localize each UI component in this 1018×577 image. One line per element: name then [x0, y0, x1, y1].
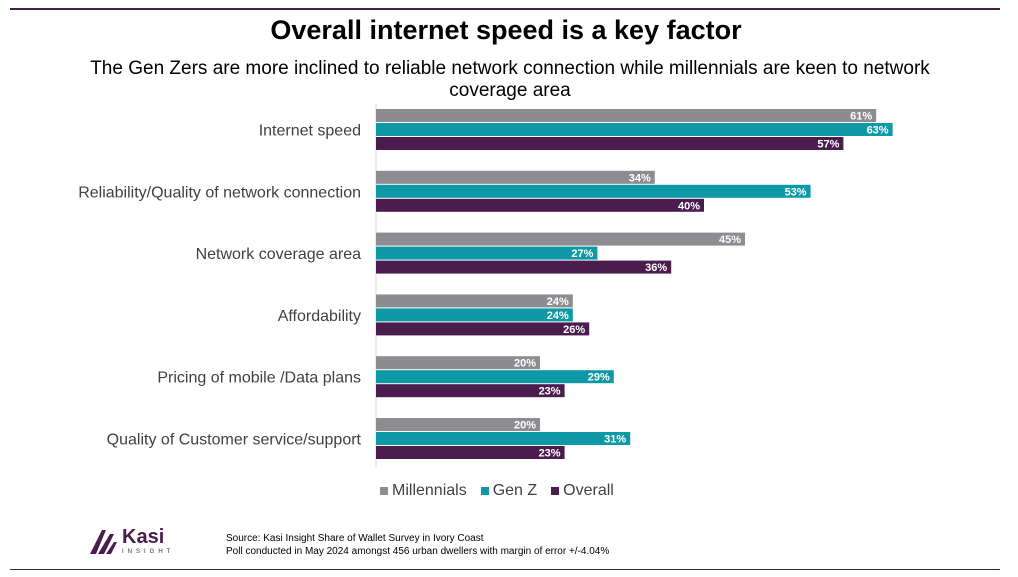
bar [376, 109, 877, 122]
page-title: Overall internet speed is a key factor [270, 15, 742, 45]
category-label: Reliability/Quality of network connectio… [78, 184, 361, 201]
page-subtitle: The Gen Zers are more inclined to reliab… [90, 58, 930, 101]
legend-label-millennials: Millennials [392, 482, 467, 499]
bar [376, 170, 655, 184]
bar [376, 184, 811, 198]
data-label: 45% [719, 234, 741, 246]
category-label: Internet speed [259, 123, 361, 140]
bar [376, 432, 631, 445]
top-rule [10, 8, 1000, 10]
data-label: 20% [514, 420, 536, 432]
data-label: 20% [514, 358, 536, 370]
bar [376, 232, 745, 246]
data-label: 63% [867, 125, 889, 137]
data-label: 23% [539, 386, 561, 398]
bar [376, 370, 614, 384]
source-line-2: Poll conducted in May 2024 amongst 456 u… [226, 546, 610, 557]
data-label: 24% [547, 296, 569, 308]
category-label: Affordability [278, 308, 361, 325]
legend-item-overall: Overall [551, 482, 614, 500]
bar [376, 308, 573, 322]
legend-swatch-millennials [380, 487, 388, 495]
bar [376, 260, 672, 274]
data-label: 61% [850, 111, 872, 123]
bar [376, 356, 540, 370]
kasi-logo-icon [90, 530, 117, 554]
legend-swatch-genz [480, 487, 489, 495]
bar [376, 198, 704, 212]
data-label: 26% [563, 324, 585, 336]
chart-legend: Millennials Gen Z Overall [380, 482, 614, 500]
data-label: 31% [604, 434, 626, 446]
source-note: Source: Kasi Insight Share of Wallet Sur… [226, 532, 609, 558]
logo-name: Kasi [122, 526, 165, 548]
category-label: Network coverage area [196, 246, 362, 263]
data-label: 53% [785, 186, 807, 198]
logo-subtitle: INSIGHT [122, 549, 175, 555]
category-label: Pricing of mobile /Data plans [157, 370, 361, 387]
data-label: 36% [645, 262, 667, 274]
data-label: 23% [539, 448, 561, 460]
data-label: 57% [817, 139, 839, 151]
legend-label-genz: Gen Z [492, 482, 538, 499]
data-label: 40% [678, 200, 700, 212]
legend-item-genz: Gen Z [480, 482, 538, 500]
data-label: 27% [571, 248, 593, 260]
kasi-logo: Kasi INSIGHT [88, 526, 174, 556]
source-line-1: Source: Kasi Insight Share of Wallet Sur… [226, 533, 484, 544]
legend-item-millennials: Millennials [380, 482, 467, 500]
bar [376, 322, 590, 336]
data-label: 34% [629, 172, 651, 184]
bar [376, 137, 844, 150]
bar [376, 384, 565, 398]
bar [376, 418, 540, 431]
category-label: Quality of Customer service/support [107, 432, 362, 449]
legend-swatch-overall [551, 487, 560, 495]
bar [376, 446, 565, 459]
bar [376, 123, 893, 136]
data-label: 24% [547, 310, 569, 322]
bar [376, 246, 598, 260]
data-label: 29% [588, 372, 610, 384]
bar [376, 294, 573, 308]
legend-label-overall: Overall [563, 482, 614, 499]
bottom-rule [10, 569, 1000, 570]
bar-chart: Internet speed 61% 63% 57% Reliability/Quali… [78, 103, 893, 468]
